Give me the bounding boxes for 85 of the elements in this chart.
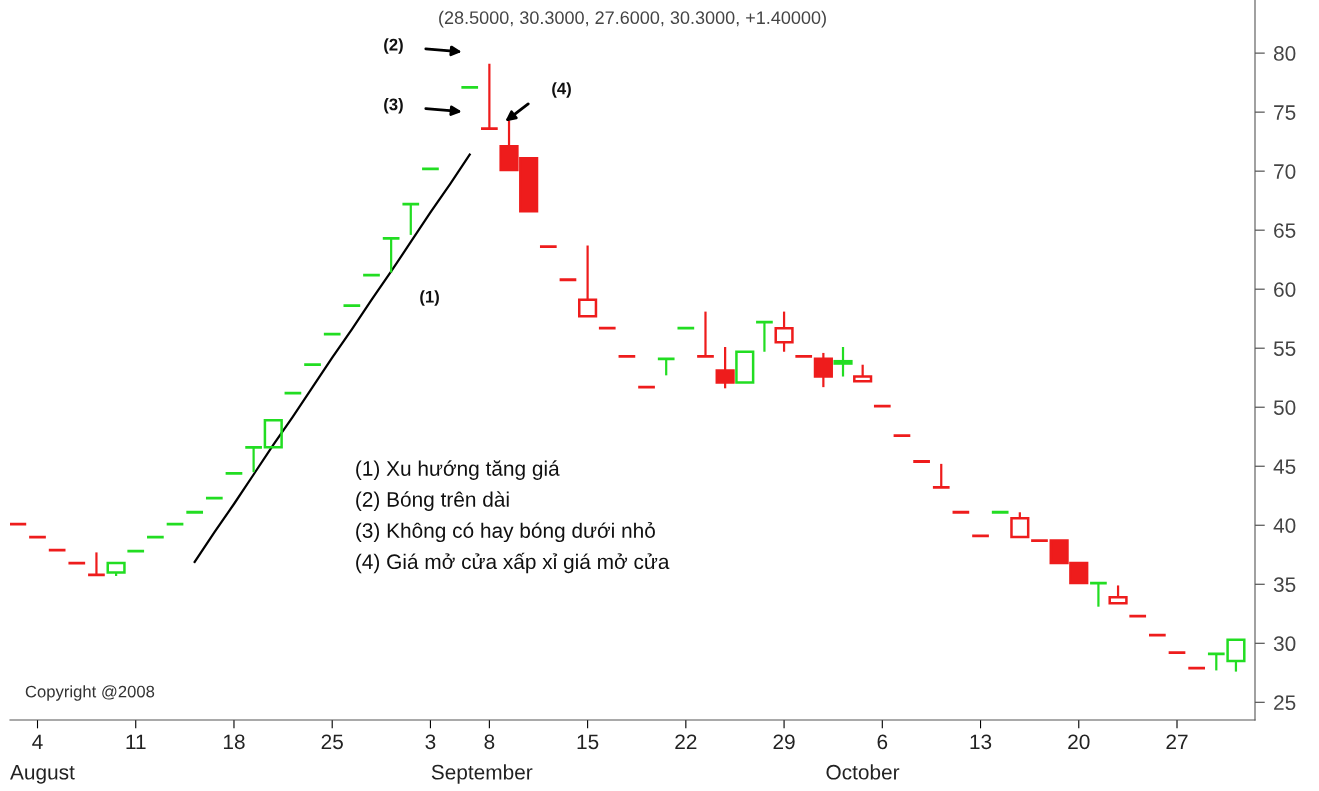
y-tick-label: 70 <box>1274 164 1296 179</box>
candlestick <box>1186 666 1207 670</box>
candlestick <box>342 304 362 308</box>
candlestick <box>1167 651 1187 655</box>
annotation: (3) <box>384 98 403 114</box>
x-tick-label: 25 <box>321 734 343 750</box>
candlestick <box>420 167 441 171</box>
candlestick <box>126 549 146 553</box>
y-tick-label: 35 <box>1273 577 1296 593</box>
candlestick <box>1029 539 1050 542</box>
candlestick <box>1088 581 1109 608</box>
candlestick <box>1147 633 1168 637</box>
annotation: (4) Giá mở cửa xấp xỉ giá mở cửa <box>356 552 670 574</box>
candlestick <box>793 355 814 358</box>
candlestick <box>695 310 716 358</box>
candlestick <box>538 245 559 249</box>
x-tick-label: 27 <box>1166 734 1188 749</box>
candlestick <box>892 434 912 437</box>
candlestick <box>970 534 991 538</box>
candlestick <box>754 320 775 353</box>
x-tick-label: 18 <box>223 734 245 750</box>
y-tick-label: 55 <box>1273 341 1296 356</box>
candlestick <box>401 202 421 236</box>
candlestick <box>47 548 67 552</box>
candlestick <box>676 326 696 330</box>
candlestick <box>27 535 48 539</box>
candlestick <box>578 244 598 318</box>
candlestick <box>636 385 657 389</box>
x-tick-label: 22 <box>675 734 697 749</box>
x-tick-label: 4 <box>32 734 43 749</box>
annotation: (3) Không có hay bóng dưới nhỏ <box>356 522 655 543</box>
candlestick <box>283 391 303 395</box>
candlestick <box>381 237 401 274</box>
y-tick-label: 80 <box>1273 46 1296 61</box>
x-tick-label: 13 <box>970 734 992 750</box>
candlestick <box>361 273 382 277</box>
candlestick <box>243 445 264 474</box>
annotation: (1) Xu hướng tăng giá <box>356 460 560 480</box>
y-tick-label: 60 <box>1274 282 1296 297</box>
candlestick <box>145 535 166 539</box>
candlestick <box>617 355 637 358</box>
x-tick-label: 11 <box>126 734 146 749</box>
y-tick-label: 40 <box>1273 518 1296 533</box>
candlestick <box>165 522 185 526</box>
candlestick <box>951 510 971 514</box>
text: October <box>826 764 900 780</box>
candlestick <box>224 471 244 475</box>
candlestick <box>10 522 28 526</box>
annotation: (2) <box>384 38 403 54</box>
candlestick <box>1127 614 1148 618</box>
y-tick-label: 75 <box>1274 105 1296 120</box>
candlestick <box>558 278 578 282</box>
candlestick <box>990 510 1010 514</box>
x-tick-label: 29 <box>773 734 795 750</box>
candlestick <box>597 326 617 330</box>
text: August <box>10 765 75 784</box>
text: September <box>431 764 533 784</box>
candlestick <box>302 363 323 367</box>
x-tick-label: 3 <box>425 734 436 750</box>
candlestick <box>263 418 283 449</box>
candlestick <box>86 551 107 577</box>
candlestick <box>322 332 342 336</box>
y-tick-label: 25 <box>1274 695 1296 711</box>
candlestick <box>911 460 932 463</box>
x-tick-label: 6 <box>877 734 888 750</box>
candlestick <box>872 404 893 408</box>
candlestick <box>735 350 755 384</box>
candlestick <box>931 462 951 489</box>
annotation: (1) <box>420 290 439 306</box>
text: (28.5000, 30.3000, 27.6000, 30.3000, +1.40000) <box>439 10 826 28</box>
y-tick-label: 65 <box>1274 223 1296 238</box>
x-tick-label: 20 <box>1068 734 1090 750</box>
x-tick-label: 8 <box>484 734 495 750</box>
annotation: (2) Bóng trên dài <box>356 491 509 511</box>
candlestick <box>479 62 500 131</box>
x-tick-label: 15 <box>577 734 599 750</box>
annotation: Copyright @2008 <box>25 685 155 701</box>
y-tick-label: 45 <box>1273 459 1296 474</box>
candlestick <box>459 85 480 89</box>
annotation: (4) <box>552 82 571 98</box>
candlestick <box>184 510 205 514</box>
candlestick <box>67 561 87 565</box>
y-tick-label: 50 <box>1273 400 1296 415</box>
y-tick-label: 30 <box>1273 636 1296 652</box>
candlestick <box>204 496 225 500</box>
